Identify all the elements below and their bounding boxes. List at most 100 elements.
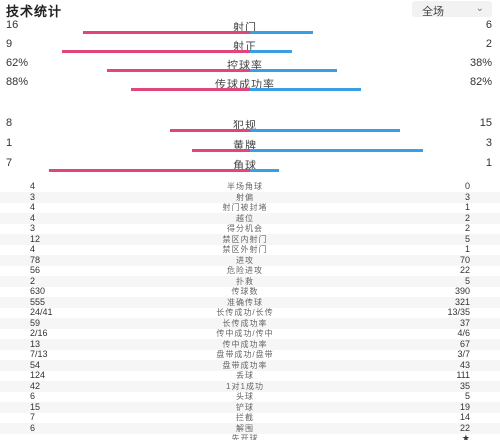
away-bar: [250, 149, 423, 152]
stat-row: 4 半场角球 0: [0, 181, 500, 192]
away-value: 14: [459, 412, 470, 422]
stat-row: 12 禁区内射门 5: [0, 233, 500, 245]
home-bar: [131, 88, 250, 91]
stat-name: 扑救: [236, 276, 254, 286]
away-value: 35: [459, 380, 470, 391]
away-bar-track: [250, 169, 480, 172]
home-value: 7/13: [30, 349, 48, 359]
home-value: 4: [30, 181, 36, 191]
away-value: 37: [459, 317, 470, 328]
stat-row: 3 得分机会 2: [0, 223, 500, 234]
home-value: 124: [30, 370, 46, 380]
stat-row: 2/16 传中成功/传中 4/6: [0, 328, 500, 339]
away-value: ★: [461, 433, 470, 440]
home-bar: [170, 129, 250, 132]
home-value: 15: [30, 401, 41, 412]
stat-row: 124 丢球 111: [0, 370, 500, 381]
away-bar: [250, 31, 313, 34]
stat-name: 射门被封堵: [222, 203, 268, 212]
away-bar-track: [250, 129, 480, 132]
home-value: 1: [6, 137, 13, 149]
home-value: 2/16: [30, 328, 48, 338]
stat-name: 半场角球: [227, 182, 263, 191]
away-bar: [250, 69, 337, 72]
away-bar-track: [250, 69, 480, 72]
home-value: 56: [30, 265, 41, 275]
home-value: 59: [30, 317, 41, 328]
away-value: 3: [464, 191, 470, 202]
away-bar: [250, 50, 292, 53]
home-value: 3: [30, 223, 36, 233]
stat-name: 丢球: [236, 371, 254, 380]
stat-row: 630 传球数 390: [0, 286, 500, 297]
home-value: 24/41: [30, 307, 53, 317]
home-value: 7: [6, 157, 13, 169]
stat-name: 传球数: [231, 287, 259, 296]
home-bar: [83, 31, 250, 34]
home-value: 2: [30, 275, 36, 286]
away-value: 321: [454, 296, 470, 307]
stat-name: 先开球: [231, 434, 259, 440]
stat-row: 7 拦截 14: [0, 412, 500, 423]
away-value: 5: [464, 391, 470, 401]
home-value: 4: [30, 244, 36, 254]
stat-row: 59 长传成功率 37: [0, 317, 500, 329]
away-bar: [250, 169, 279, 172]
stat-name: 头球: [236, 392, 254, 401]
away-bar-track: [250, 88, 480, 91]
period-selector[interactable]: 全场 ⌄: [412, 1, 492, 18]
stat-row: 7/13 盘带成功/盘带 3/7: [0, 349, 500, 360]
away-value: 5: [464, 275, 470, 286]
stat-row: 555 准确传球 321: [0, 296, 500, 308]
stat-name: 传中成功/传中: [216, 329, 274, 338]
stat-name: 长传成功/长传: [216, 308, 274, 317]
home-value: 9: [6, 38, 13, 50]
home-bar-track: [20, 149, 250, 152]
away-value: 15: [479, 117, 492, 129]
away-value: 3/7: [457, 349, 470, 359]
stat-row: 6 头球 5: [0, 391, 500, 402]
away-value: 2: [464, 223, 470, 233]
away-bar-track: [250, 31, 480, 34]
stat-name: 射偏: [236, 192, 254, 202]
home-value: 16: [6, 19, 19, 31]
stat-name: 禁区内射门: [222, 234, 268, 244]
home-value: 6: [30, 391, 36, 401]
home-bar-track: [20, 31, 250, 34]
stat-name: 危险进攻: [227, 266, 263, 275]
away-value: 1: [485, 157, 492, 169]
home-bar: [192, 149, 250, 152]
home-value: 6: [30, 422, 36, 433]
stat-row: 6 解围 22: [0, 422, 500, 434]
home-value: 555: [30, 296, 46, 307]
stat-row: 56 危险进攻 22: [0, 265, 500, 276]
page-title: 技术统计: [6, 4, 63, 19]
away-value: 2: [464, 212, 470, 223]
stat-row: 78 进攻 70: [0, 254, 500, 266]
home-value: 54: [30, 359, 41, 370]
stat-name: 长传成功率: [222, 318, 268, 328]
home-value: 62%: [6, 57, 29, 69]
home-bar-track: [20, 169, 250, 172]
away-value: 1: [464, 244, 470, 254]
away-value: 67: [459, 338, 470, 349]
home-bar-track: [20, 69, 250, 72]
stat-name: 铲球: [236, 402, 254, 412]
away-value: 0: [464, 181, 470, 191]
away-value: 22: [459, 265, 470, 275]
home-bar-track: [20, 129, 250, 132]
bar-stat-row: 16 射门 6: [0, 17, 500, 43]
away-value: 1: [464, 202, 470, 212]
home-value: 3: [30, 191, 36, 202]
stat-row: 54 盘带成功率 43: [0, 359, 500, 371]
home-bar: [62, 50, 250, 53]
away-value: 82%: [469, 76, 492, 88]
away-value: 43: [459, 359, 470, 370]
stat-row: 42 1对1成功 35: [0, 380, 500, 392]
away-bar-track: [250, 149, 480, 152]
stat-name: 拦截: [236, 413, 254, 422]
stat-row: 3 射偏 3: [0, 191, 500, 203]
stat-name: 1对1成功: [226, 381, 264, 391]
bar-stat-row: 1 黄牌 3: [0, 135, 500, 161]
away-value: 70: [459, 254, 470, 265]
